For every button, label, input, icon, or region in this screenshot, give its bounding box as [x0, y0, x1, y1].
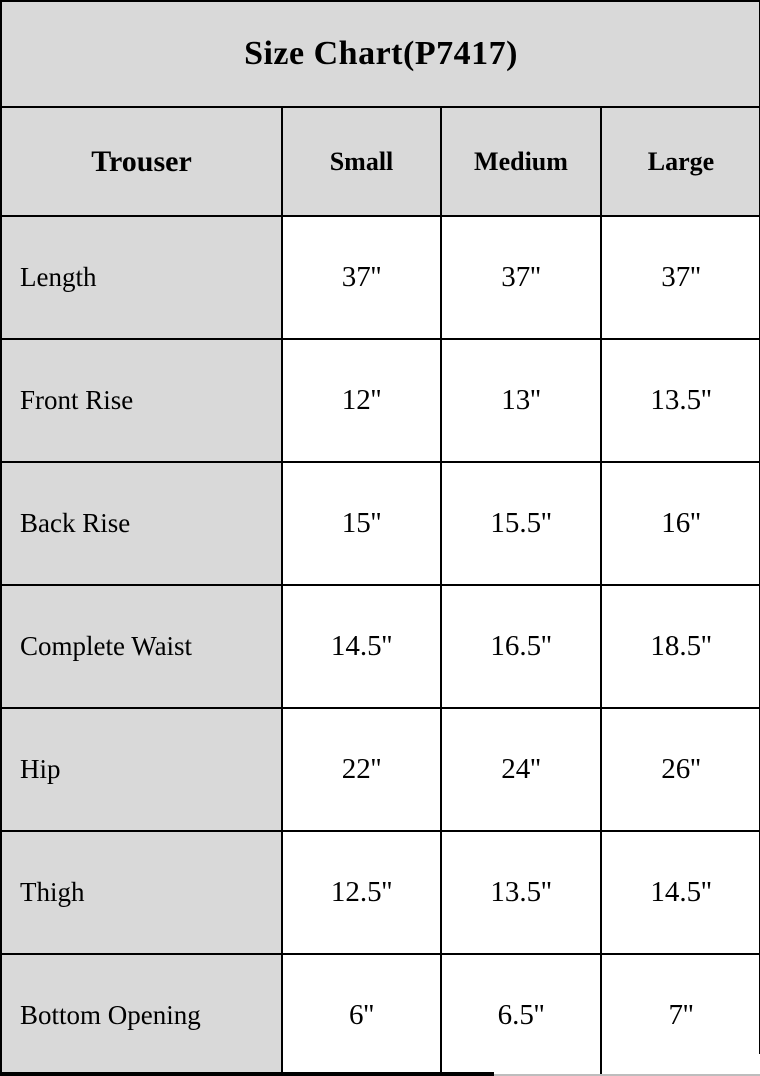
column-header-trouser: Trouser: [2, 106, 281, 215]
cell-bottom-opening-medium: 6.5'': [440, 953, 600, 1076]
cell-length-small: 37'': [281, 215, 440, 338]
cell-thigh-medium: 13.5'': [440, 830, 600, 953]
cell-hip-medium: 24'': [440, 707, 600, 830]
cell-length-large: 37'': [600, 215, 760, 338]
cell-bottom-opening-large: 7'': [600, 953, 760, 1076]
row-label-hip: Hip: [2, 707, 281, 830]
row-label-complete-waist: Complete Waist: [2, 584, 281, 707]
row-label-back-rise: Back Rise: [2, 461, 281, 584]
table-bottom-border-faded: [494, 1074, 760, 1076]
cell-front-rise-medium: 13'': [440, 338, 600, 461]
column-header-small: Small: [281, 106, 440, 215]
row-label-bottom-opening: Bottom Opening: [2, 953, 281, 1076]
cell-complete-waist-medium: 16.5'': [440, 584, 600, 707]
cell-front-rise-small: 12'': [281, 338, 440, 461]
cell-back-rise-medium: 15.5'': [440, 461, 600, 584]
cell-front-rise-large: 13.5'': [600, 338, 760, 461]
cell-complete-waist-large: 18.5'': [600, 584, 760, 707]
cell-hip-large: 26'': [600, 707, 760, 830]
cell-thigh-small: 12.5'': [281, 830, 440, 953]
cell-bottom-opening-small: 6'': [281, 953, 440, 1076]
row-label-thigh: Thigh: [2, 830, 281, 953]
table-bottom-border: [0, 1072, 494, 1076]
cell-length-medium: 37'': [440, 215, 600, 338]
cell-back-rise-small: 15'': [281, 461, 440, 584]
table-title: Size Chart(P7417): [2, 2, 760, 106]
row-label-front-rise: Front Rise: [2, 338, 281, 461]
cell-thigh-large: 14.5'': [600, 830, 760, 953]
column-header-medium: Medium: [440, 106, 600, 215]
column-header-large: Large: [600, 106, 760, 215]
cell-complete-waist-small: 14.5'': [281, 584, 440, 707]
cell-hip-small: 22'': [281, 707, 440, 830]
row-label-length: Length: [2, 215, 281, 338]
cell-back-rise-large: 16'': [600, 461, 760, 584]
